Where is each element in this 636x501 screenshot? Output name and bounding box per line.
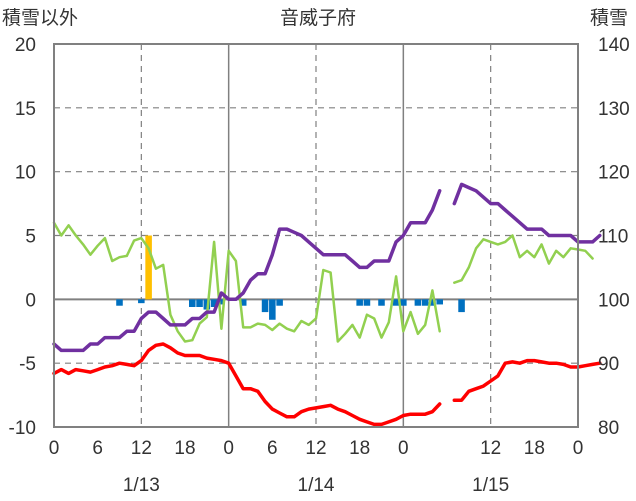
precip-bar xyxy=(378,299,385,305)
right-tick-label: 130 xyxy=(598,99,630,120)
left-tick-label: 10 xyxy=(15,163,36,184)
right-tick-label: 140 xyxy=(598,35,630,56)
right-tick-label: 100 xyxy=(598,290,630,311)
left-axis-label: 積雪以外 xyxy=(2,7,78,29)
chart-title: 音威子府 xyxy=(280,7,356,29)
precip-bar xyxy=(422,299,429,305)
precip-bar xyxy=(196,299,203,307)
left-tick-label: -5 xyxy=(19,354,36,375)
x-tick-labels: 0 6 12 18 0 6 12 18 0 12 18 0 xyxy=(49,438,584,459)
x-tick-label: 0 xyxy=(573,438,584,459)
right-tick-label: 90 xyxy=(598,354,619,375)
precip-bar xyxy=(262,299,269,312)
right-tick-label: 80 xyxy=(598,418,619,439)
temperature-line xyxy=(54,344,440,424)
x-tick-label: 18 xyxy=(524,438,545,459)
precip-bar xyxy=(138,299,145,303)
precip-bar xyxy=(189,299,196,307)
right-tick-label: 120 xyxy=(598,163,630,184)
precip-bar xyxy=(116,299,123,305)
x-tick-label: 18 xyxy=(174,438,195,459)
right-tick-labels: 140 130 120 110 100 90 80 xyxy=(598,35,630,439)
left-tick-label: -10 xyxy=(9,418,36,439)
precip-bar xyxy=(436,299,443,304)
date-label: 1/13 xyxy=(123,475,160,496)
precip-bar xyxy=(415,299,422,305)
left-tick-label: 15 xyxy=(15,99,36,120)
date-label: 1/14 xyxy=(298,475,335,496)
date-labels: 1/13 1/14 1/15 xyxy=(123,475,509,496)
precip-bar xyxy=(356,299,363,305)
x-tick-label: 12 xyxy=(305,438,326,459)
left-tick-labels: 20 15 10 5 0 -5 -10 xyxy=(9,35,36,439)
wind-line xyxy=(54,223,440,342)
x-tick-label: 0 xyxy=(49,438,60,459)
left-tick-label: 20 xyxy=(15,35,36,56)
x-tick-label: 0 xyxy=(398,438,409,459)
x-tick-label: 18 xyxy=(349,438,370,459)
right-tick-label: 110 xyxy=(598,227,628,248)
series-lines xyxy=(54,184,600,424)
x-tick-label: 0 xyxy=(223,438,234,459)
right-axis-label: 積雪 xyxy=(590,7,628,29)
precip-bar xyxy=(364,299,371,305)
left-tick-label: 0 xyxy=(25,290,36,311)
grid xyxy=(54,44,578,427)
precip-bar xyxy=(276,299,283,305)
x-tick-label: 6 xyxy=(92,438,103,459)
date-label: 1/15 xyxy=(472,475,509,496)
precip-bar xyxy=(458,299,465,312)
x-tick-label: 12 xyxy=(131,438,152,459)
x-tick-label: 6 xyxy=(267,438,278,459)
x-tick-label: 12 xyxy=(480,438,501,459)
left-tick-label: 5 xyxy=(25,227,36,248)
wind-line xyxy=(454,236,592,283)
precip-bar xyxy=(269,299,276,319)
